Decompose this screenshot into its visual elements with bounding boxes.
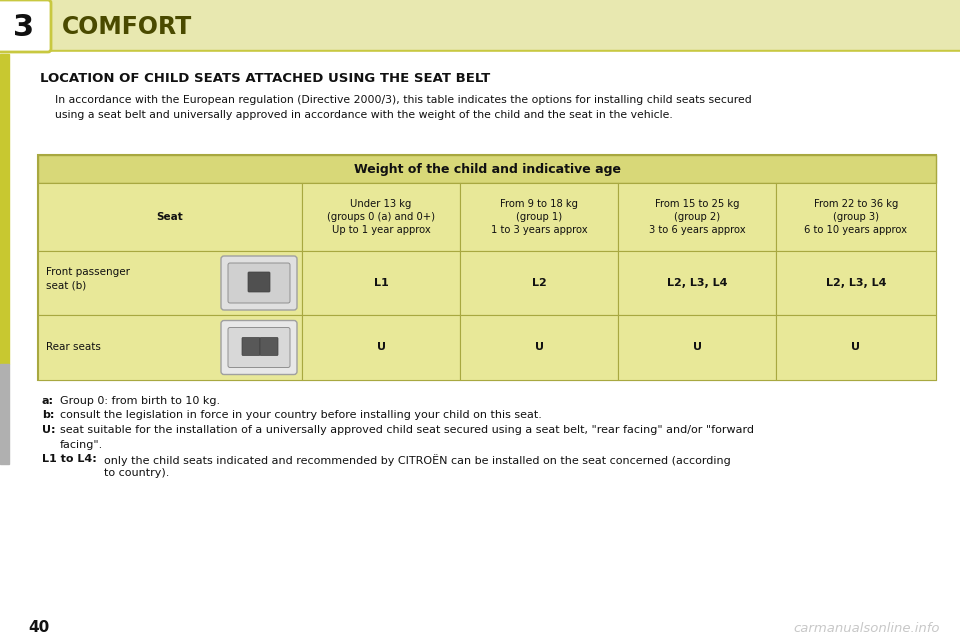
Text: U: U xyxy=(376,342,386,353)
Text: From 15 to 25 kg
(group 2)
3 to 6 years approx: From 15 to 25 kg (group 2) 3 to 6 years … xyxy=(649,199,745,235)
Text: a:: a: xyxy=(42,396,54,406)
Text: Seat: Seat xyxy=(156,212,183,222)
Text: COMFORT: COMFORT xyxy=(62,15,192,39)
Text: From 9 to 18 kg
(group 1)
1 to 3 years approx: From 9 to 18 kg (group 1) 1 to 3 years a… xyxy=(491,199,588,235)
Bar xyxy=(618,251,776,315)
Bar xyxy=(0,54,9,364)
Bar xyxy=(38,155,936,380)
Text: L1 to L4:: L1 to L4: xyxy=(42,454,97,464)
Text: facing".: facing". xyxy=(60,440,104,449)
Bar xyxy=(618,183,776,251)
Bar xyxy=(0,50,960,52)
Bar xyxy=(776,183,936,251)
Text: Front passenger
seat (b): Front passenger seat (b) xyxy=(46,267,130,291)
Bar xyxy=(460,183,618,251)
Text: From 22 to 36 kg
(group 3)
6 to 10 years approx: From 22 to 36 kg (group 3) 6 to 10 years… xyxy=(804,199,907,235)
FancyBboxPatch shape xyxy=(0,0,51,52)
Text: 40: 40 xyxy=(28,621,49,636)
Bar xyxy=(460,315,618,380)
Bar xyxy=(38,183,302,251)
FancyBboxPatch shape xyxy=(228,263,290,303)
Text: Weight of the child and indicative age: Weight of the child and indicative age xyxy=(353,163,620,175)
Text: U: U xyxy=(692,342,702,353)
Bar xyxy=(460,251,618,315)
Bar xyxy=(776,251,936,315)
Text: LOCATION OF CHILD SEATS ATTACHED USING THE SEAT BELT: LOCATION OF CHILD SEATS ATTACHED USING T… xyxy=(40,72,491,85)
Text: U: U xyxy=(535,342,543,353)
Text: 3: 3 xyxy=(13,13,35,42)
Bar xyxy=(302,183,460,251)
FancyBboxPatch shape xyxy=(242,337,260,355)
Bar xyxy=(38,315,302,380)
Bar xyxy=(776,315,936,380)
Text: seat suitable for the installation of a universally approved child seat secured : seat suitable for the installation of a … xyxy=(60,425,754,435)
Bar xyxy=(618,315,776,380)
Text: U:: U: xyxy=(42,425,56,435)
Text: Group 0: from birth to 10 kg.: Group 0: from birth to 10 kg. xyxy=(60,396,220,406)
FancyBboxPatch shape xyxy=(248,272,270,292)
Text: Rear seats: Rear seats xyxy=(46,342,101,353)
Bar xyxy=(0,0,960,52)
FancyBboxPatch shape xyxy=(221,256,297,310)
FancyBboxPatch shape xyxy=(221,321,297,374)
Bar xyxy=(0,364,9,464)
Text: L2: L2 xyxy=(532,278,546,288)
Text: to country).: to country). xyxy=(104,468,169,479)
Bar xyxy=(302,251,460,315)
Bar xyxy=(38,251,302,315)
Text: U: U xyxy=(852,342,860,353)
Text: In accordance with the European regulation (Directive 2000/3), this table indica: In accordance with the European regulati… xyxy=(55,95,752,105)
Text: Under 13 kg
(groups 0 (a) and 0+)
Up to 1 year approx: Under 13 kg (groups 0 (a) and 0+) Up to … xyxy=(327,199,435,235)
Bar xyxy=(0,52,960,54)
Text: b:: b: xyxy=(42,410,55,420)
Bar xyxy=(302,315,460,380)
Text: L1: L1 xyxy=(373,278,389,288)
Text: using a seat belt and universally approved in accordance with the weight of the : using a seat belt and universally approv… xyxy=(55,110,673,120)
FancyBboxPatch shape xyxy=(228,328,290,367)
Text: L2, L3, L4: L2, L3, L4 xyxy=(667,278,728,288)
Text: only the child seats indicated and recommended by CITROËN can be installed on th: only the child seats indicated and recom… xyxy=(104,454,731,466)
Text: L2, L3, L4: L2, L3, L4 xyxy=(826,278,886,288)
Text: carmanualsonline.info: carmanualsonline.info xyxy=(794,621,940,634)
FancyBboxPatch shape xyxy=(260,337,278,355)
Bar xyxy=(38,155,936,183)
Text: consult the legislation in force in your country before installing your child on: consult the legislation in force in your… xyxy=(60,410,541,420)
